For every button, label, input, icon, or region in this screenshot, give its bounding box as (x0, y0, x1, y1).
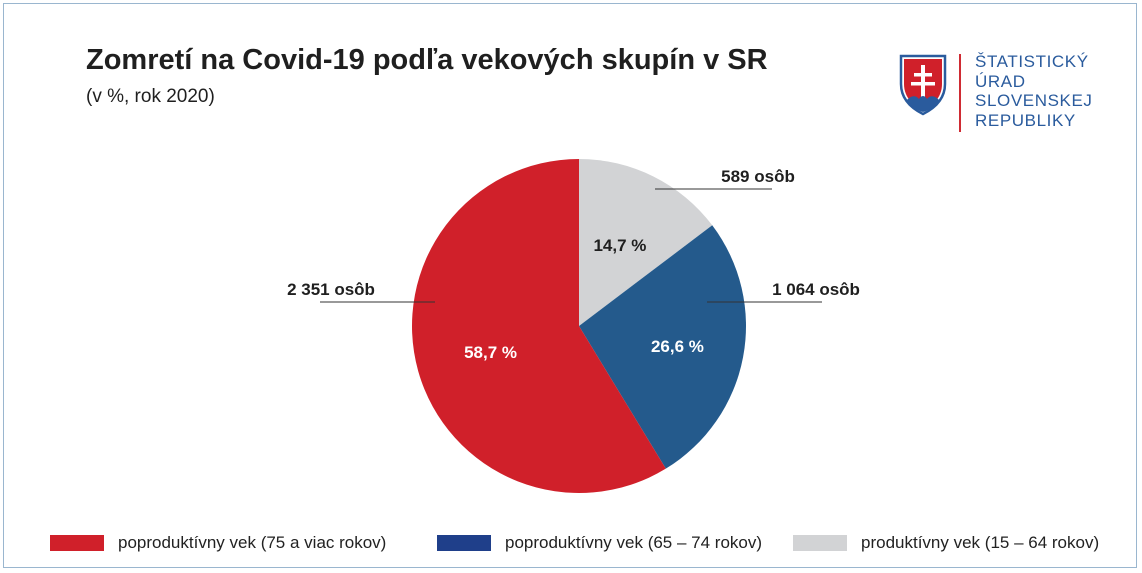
legend-swatch (50, 535, 104, 551)
legend-label: poproduktívny vek (75 a viac rokov) (118, 533, 387, 552)
logo-line: ÚRAD (975, 71, 1026, 91)
legend-item: poproduktívny vek (65 – 74 rokov) (437, 531, 762, 555)
legend-item: produktívny vek (15 – 64 rokov) (793, 531, 1099, 555)
legend-item: poproduktívny vek (75 a viac rokov) (50, 531, 386, 555)
logo-line: SLOVENSKEJ (975, 91, 1093, 110)
statistical-office-logo (899, 52, 1099, 136)
pie-slice (412, 159, 666, 494)
legend-label: poproduktívny vek (65 – 74 rokov) (505, 533, 763, 552)
chart-title: Zomretí na Covid-19 podľa vekových skupí… (86, 44, 768, 76)
slice-count-label: 2 351 osôb (287, 280, 375, 299)
slice-count-label: 589 osôb (721, 167, 795, 186)
chart-subtitle: (v %, rok 2020) (86, 86, 215, 107)
logo-divider (959, 54, 961, 132)
legend-label: produktívny vek (15 – 64 rokov) (861, 533, 1100, 552)
slovak-coat-of-arms-icon (899, 54, 947, 116)
logo-line: REPUBLIKY (975, 110, 1076, 130)
legend-swatch (793, 535, 847, 551)
pie-slice (579, 159, 713, 326)
logo-wordmark: ŠTATISTICKÝ ÚRAD SLOVENSKEJ REPUBLIKY (975, 52, 1093, 130)
legend-swatch (437, 535, 491, 551)
slice-percent-label: 26,6 % (651, 337, 704, 356)
slice-count-label: 1 064 osôb (772, 280, 860, 299)
logo-line: ŠTATISTICKÝ (975, 52, 1089, 71)
slice-percent-label: 58,7 % (464, 343, 517, 362)
pie-slice (579, 225, 747, 469)
slice-percent-label: 14,7 % (593, 236, 646, 255)
